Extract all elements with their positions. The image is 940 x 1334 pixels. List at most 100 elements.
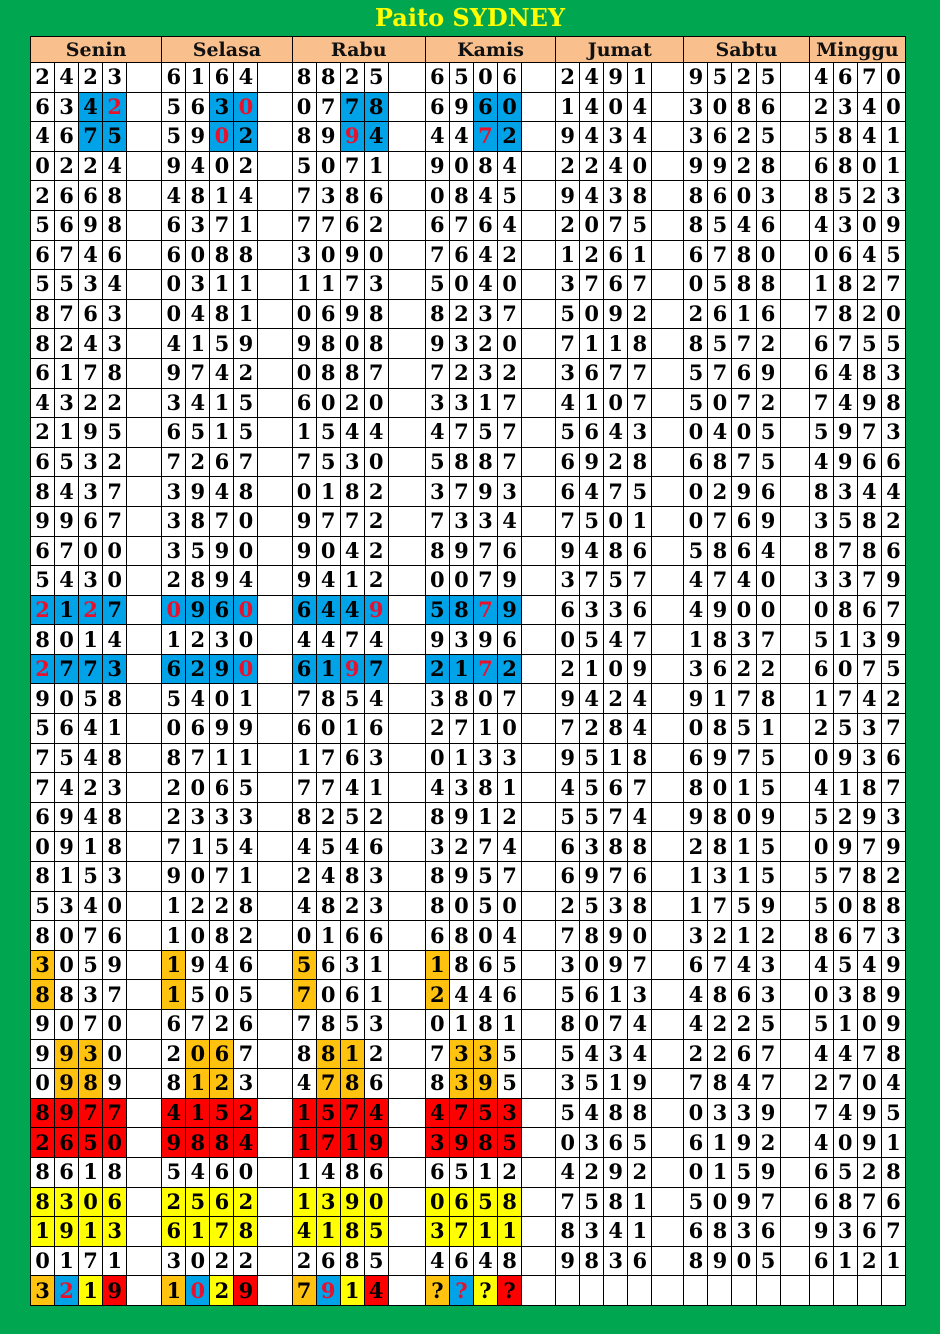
digit-cell-selasa: 1 xyxy=(161,624,187,655)
digit-cell-sabtu: 3 xyxy=(755,949,781,981)
spacer-cell xyxy=(521,209,557,241)
digit-cell-jumat: 2 xyxy=(579,150,605,182)
digit-cell-rabu: 7 xyxy=(315,91,341,123)
spacer-cell xyxy=(126,62,163,93)
digit-cell-kamis: 6 xyxy=(424,91,450,123)
digit-cell-sabtu: 8 xyxy=(683,209,709,241)
digit-cell-jumat: 7 xyxy=(555,713,581,744)
digit-cell-rabu: 7 xyxy=(339,1097,365,1129)
digit-cell-kamis: 1 xyxy=(472,1156,498,1188)
digit-cell-sabtu: 5 xyxy=(707,328,733,359)
digit-cell-senin: 5 xyxy=(102,417,128,448)
digit-cell-kamis: 7 xyxy=(448,1097,474,1129)
digit-cell-jumat xyxy=(603,1275,629,1306)
spacer-cell xyxy=(387,801,426,833)
digit-cell-minggu: 8 xyxy=(880,890,907,922)
digit-cell-jumat: 5 xyxy=(555,979,581,1010)
digit-cell-minggu: 6 xyxy=(880,742,907,774)
digit-cell-kamis: 9 xyxy=(448,801,474,833)
digit-cell-senin: 9 xyxy=(29,683,56,715)
digit-cell-minggu: 5 xyxy=(832,949,858,981)
digit-cell-minggu: 1 xyxy=(808,269,834,300)
digit-cell-sabtu: 0 xyxy=(755,239,781,271)
digit-cell-sabtu: 2 xyxy=(707,920,733,951)
digit-cell-kamis: 3 xyxy=(424,683,450,715)
digit-cell-rabu: 4 xyxy=(315,1156,341,1188)
digit-cell-senin: 8 xyxy=(102,801,128,833)
spacer-cell xyxy=(126,772,163,803)
digit-cell-jumat: 3 xyxy=(555,1068,581,1099)
digit-cell-rabu: 0 xyxy=(315,387,341,419)
digit-cell-senin: 0 xyxy=(102,1038,128,1070)
spacer-cell xyxy=(257,624,293,655)
digit-cell-minggu: 6 xyxy=(856,594,882,626)
digit-cell-jumat: 3 xyxy=(555,949,581,981)
digit-cell-jumat: 7 xyxy=(627,387,653,419)
digit-cell-minggu: 7 xyxy=(808,298,834,330)
digit-cell-senin: 4 xyxy=(78,328,104,359)
digit-cell-minggu xyxy=(808,1275,834,1306)
digit-cell-jumat: 6 xyxy=(603,1127,629,1158)
digit-cell-jumat: 2 xyxy=(579,239,605,271)
digit-cell-minggu: 9 xyxy=(832,831,858,863)
digit-cell-minggu: 9 xyxy=(808,1216,834,1247)
digit-cell-senin: 9 xyxy=(102,1275,128,1306)
spacer-cell xyxy=(521,328,557,359)
digit-cell-minggu: 2 xyxy=(808,713,834,744)
digit-cell-senin: 2 xyxy=(102,91,128,123)
digit-cell-kamis: 8 xyxy=(424,535,450,567)
digit-cell-rabu: 0 xyxy=(291,476,317,507)
digit-cell-senin: 0 xyxy=(102,535,128,567)
digit-cell-kamis: 9 xyxy=(472,476,498,507)
digit-cell-senin: 2 xyxy=(29,417,56,448)
digit-cell-senin: 9 xyxy=(29,505,56,537)
digit-cell-minggu: 3 xyxy=(832,209,858,241)
digit-cell-rabu: 2 xyxy=(363,565,389,596)
digit-cell-sabtu: 6 xyxy=(755,1216,781,1247)
spacer-cell xyxy=(521,446,557,478)
digit-cell-selasa: 4 xyxy=(185,1156,211,1188)
digit-cell-minggu: 8 xyxy=(856,861,882,892)
digit-cell-minggu: 8 xyxy=(808,920,834,951)
spacer-cell xyxy=(387,831,426,863)
digit-cell-jumat: 8 xyxy=(603,713,629,744)
digit-cell-rabu: 7 xyxy=(291,1009,317,1040)
digit-cell-minggu: 0 xyxy=(832,1127,858,1158)
digit-cell-jumat: 5 xyxy=(579,1068,605,1099)
digit-cell-sabtu: 5 xyxy=(755,446,781,478)
spacer-cell xyxy=(257,91,293,123)
spacer-cell xyxy=(651,62,685,93)
digit-cell-senin: 1 xyxy=(78,831,104,863)
digit-cell-jumat: 2 xyxy=(579,713,605,744)
digit-cell-selasa: 9 xyxy=(233,1275,259,1306)
digit-cell-jumat: 6 xyxy=(555,476,581,507)
digit-cell-minggu: 1 xyxy=(832,624,858,655)
digit-cell-selasa: 0 xyxy=(161,269,187,300)
digit-cell-rabu: 5 xyxy=(339,801,365,833)
digit-cell-jumat: 4 xyxy=(627,683,653,715)
digit-cell-jumat: 4 xyxy=(627,121,653,152)
digit-cell-minggu: 1 xyxy=(832,772,858,803)
spacer-cell xyxy=(387,62,426,93)
digit-cell-senin: 8 xyxy=(102,683,128,715)
spacer-cell xyxy=(257,269,293,300)
spacer-cell xyxy=(651,476,685,507)
digit-cell-kamis: 3 xyxy=(472,1038,498,1070)
digit-cell-jumat: 2 xyxy=(603,683,629,715)
digit-cell-kamis: 7 xyxy=(448,1216,474,1247)
digit-cell-senin: 6 xyxy=(78,505,104,537)
spacer-cell xyxy=(387,209,426,241)
digit-cell-sabtu: 9 xyxy=(683,683,709,715)
digit-cell-sabtu: 8 xyxy=(707,1068,733,1099)
digit-cell-kamis: 8 xyxy=(472,772,498,803)
digit-cell-rabu: 0 xyxy=(315,239,341,271)
digit-cell-rabu: 7 xyxy=(339,91,365,123)
digit-cell-jumat: 4 xyxy=(579,91,605,123)
digit-cell-kamis: 8 xyxy=(496,1245,523,1277)
digit-cell-senin: 7 xyxy=(29,742,56,774)
digit-cell-senin: 3 xyxy=(102,298,128,330)
digit-cell-rabu: 9 xyxy=(363,594,389,626)
